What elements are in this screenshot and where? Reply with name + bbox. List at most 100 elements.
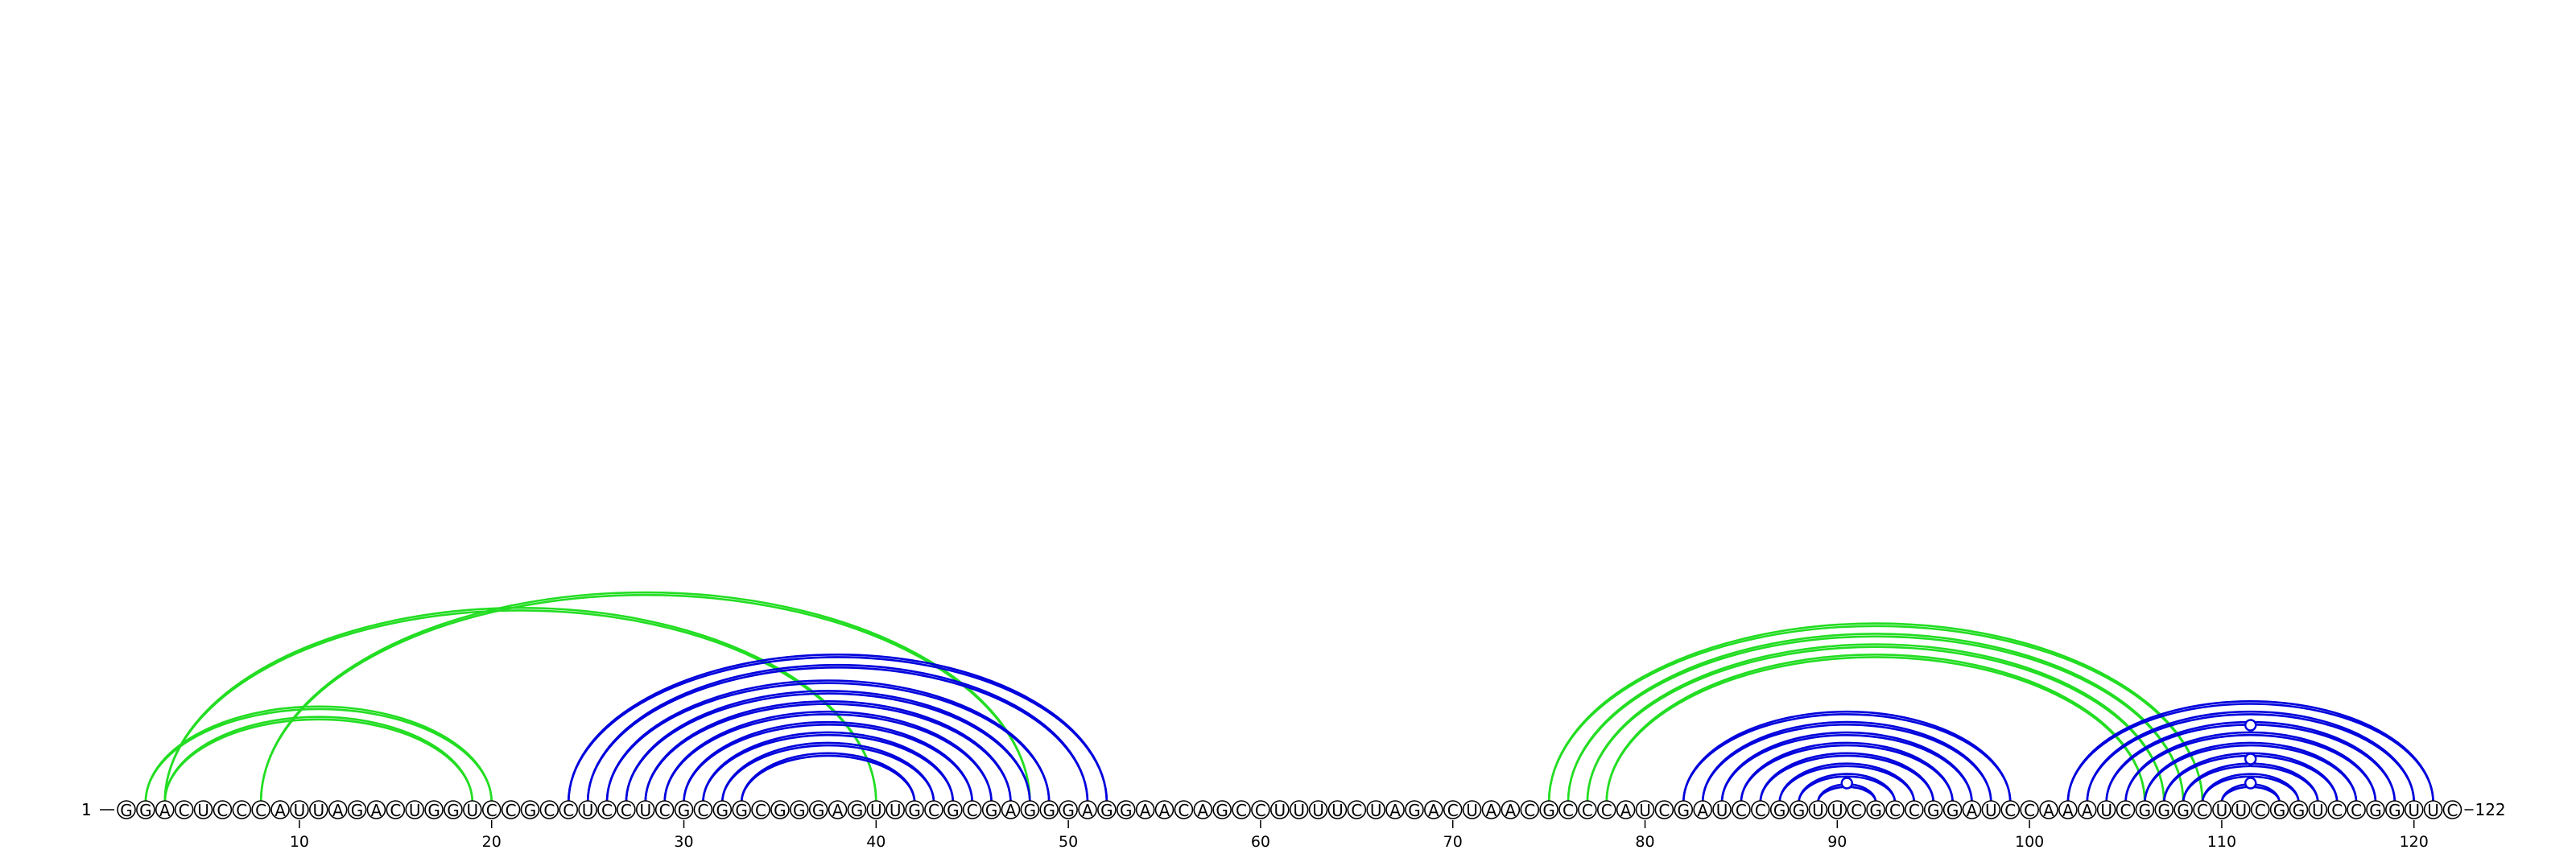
arc-stroke [2201, 773, 2300, 803]
nucleotide-circle [1135, 800, 1155, 819]
nucleotide: C [1885, 800, 1905, 820]
arc-stroke [144, 705, 493, 803]
nucleotide-circle [693, 800, 713, 819]
nucleotide-circle [2308, 800, 2328, 819]
nucleotide-letter: U [1716, 801, 1728, 820]
base-pair-arc [1567, 633, 2185, 803]
axis-tick-label: 50 [1059, 833, 1078, 851]
nucleotide-circle [1443, 800, 1463, 819]
arc-stroke [740, 752, 916, 803]
nucleotide: U [1462, 800, 1482, 820]
nucleotide-circle [1385, 800, 1405, 819]
nucleotide-circle [1905, 800, 1924, 819]
nucleotide-letter: C [1524, 801, 1535, 820]
nucleotide-circle [1154, 800, 1174, 819]
nucleotide-letter: U [1331, 801, 1344, 820]
nucleotide: A [1001, 800, 1021, 820]
nucleotide: G [674, 800, 694, 820]
nucleotide-letter: A [2082, 801, 2093, 820]
nucleotide-circle [1942, 800, 1963, 819]
nucleotide-circle [1116, 800, 1136, 819]
nucleotide: C [232, 800, 252, 820]
nucleotide: U [308, 800, 328, 820]
nucleotide-letter: G [735, 801, 748, 820]
nucleotide-letter: A [1967, 801, 1978, 820]
nucleotide-circle [559, 800, 579, 819]
base-pair-arc [1759, 752, 1935, 803]
nucleotide: G [789, 800, 809, 820]
arc-stroke [720, 741, 935, 803]
nucleotide-letter: G [947, 801, 960, 820]
base-pair-arc [1701, 720, 1992, 803]
nucleotide: C [2193, 800, 2212, 820]
nucleotide: G [1116, 800, 1136, 820]
nucleotide: C [693, 800, 713, 820]
nucleotide: A [270, 800, 290, 820]
axis-tick-label: 40 [866, 833, 886, 851]
loop-marker [2244, 753, 2257, 765]
nucleotide-circle [578, 800, 597, 819]
base-pair-arc [2086, 710, 2416, 803]
base-pair-arc [1605, 654, 2146, 803]
nucleotide: G [1405, 800, 1424, 820]
nucleotide: U [2231, 800, 2251, 820]
base-pair-arc [2144, 741, 2358, 803]
nucleotide: C [1732, 800, 1751, 820]
nucleotide-circle [1347, 800, 1367, 819]
nucleotide: C [2116, 800, 2136, 820]
nucleotide-circle [1327, 800, 1348, 819]
nucleotide: U [578, 800, 597, 820]
nucleotide-circle [597, 800, 617, 819]
nucleotide-letter: G [1216, 801, 1228, 820]
nucleotide-letter: C [486, 801, 497, 820]
nucleotide-circle [308, 800, 328, 819]
nucleotide-circle [251, 800, 270, 819]
nucleotide-circle [386, 800, 406, 819]
nucleotide: G [905, 800, 924, 820]
arc-stroke [663, 710, 993, 803]
nucleotide-letter: A [1197, 801, 1208, 820]
nucleotide-circle [2289, 800, 2309, 819]
nucleotide-circle [136, 800, 155, 819]
nucleotide-circle [2327, 800, 2347, 819]
base-pair-arc [163, 716, 474, 803]
nucleotide-circle [1981, 800, 2001, 819]
nucleotide-letter: C [1582, 801, 1593, 820]
nucleotide: C [1905, 800, 1924, 820]
nucleotide: A [1424, 800, 1443, 820]
nucleotide-letter: C [2024, 801, 2035, 820]
nucleotide: C [2327, 800, 2347, 820]
nucleotide-letter: C [1601, 801, 1612, 820]
nucleotide: G [2154, 800, 2174, 820]
nucleotide-circle [1635, 800, 1655, 819]
nucleotide: C [2020, 800, 2039, 820]
nucleotide: G [347, 800, 367, 820]
nucleotide-circle [828, 800, 848, 819]
nucleotide-circle [2347, 800, 2366, 819]
nucleotide-letter: G [716, 801, 729, 820]
nucleotide: C [1654, 800, 1674, 820]
nucleotide: C [1251, 800, 1270, 820]
nucleotide: G [712, 800, 733, 820]
nucleotide-letter: G [678, 801, 691, 820]
nucleotide-circle [174, 800, 194, 819]
nucleotide-letter: U [409, 801, 421, 820]
nucleotide-letter: A [1428, 801, 1439, 820]
nucleotide: G [732, 800, 751, 820]
nucleotide: C [597, 800, 617, 820]
nucleotide-letter: A [1159, 801, 1170, 820]
base-pair-arc [567, 654, 1108, 803]
nucleotide: G [981, 800, 1001, 820]
nucleotide: C [617, 800, 636, 820]
nucleotide-letter: C [543, 801, 555, 820]
nucleotide-letter: C [2120, 801, 2132, 820]
arc-stroke [625, 690, 1031, 803]
nucleotide: U [1635, 800, 1655, 820]
nucleotide-circle [1789, 800, 1809, 819]
nucleotide-circle [444, 800, 463, 819]
nucleotide: A [828, 800, 848, 820]
nucleotide-letter: A [332, 801, 344, 820]
nucleotide-circle [1289, 800, 1309, 819]
nucleotide: U [1270, 800, 1290, 820]
